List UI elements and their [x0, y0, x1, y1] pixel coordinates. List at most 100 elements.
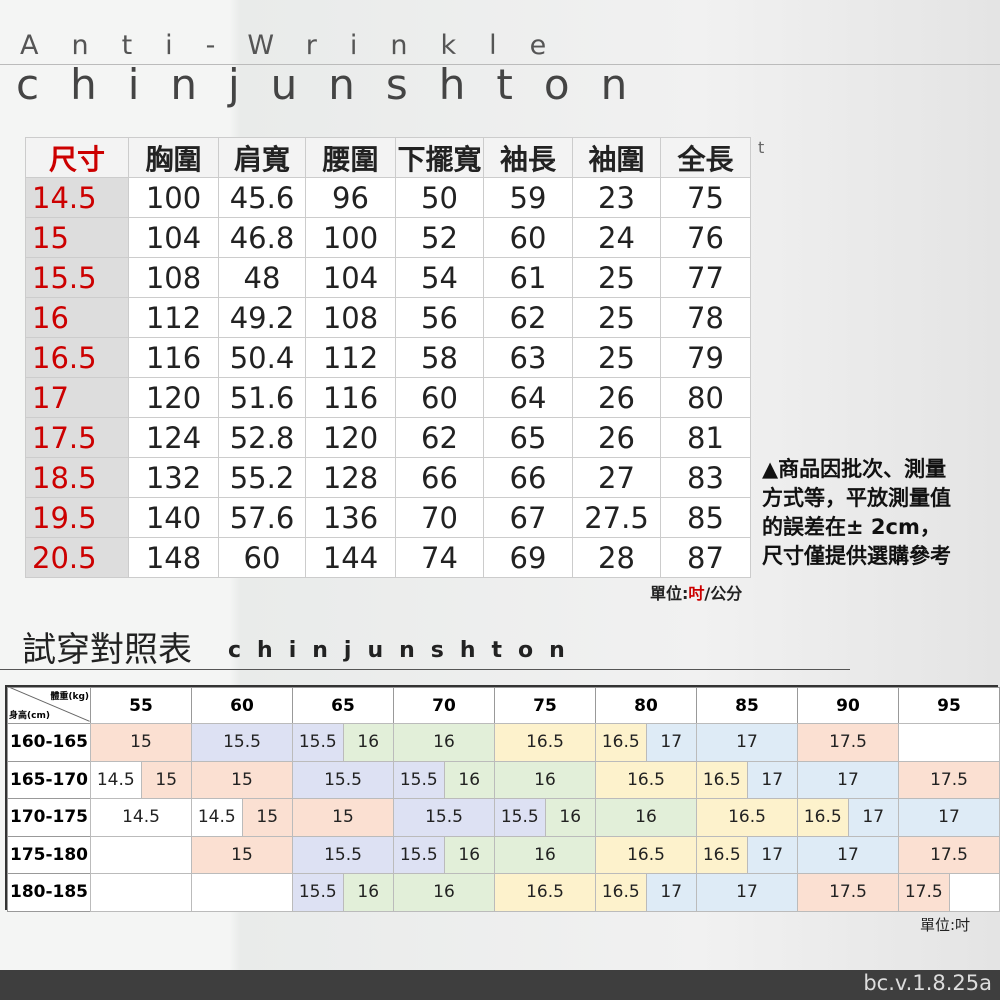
size-cell: 15: [191, 835, 293, 874]
height-cell: 170-175: [7, 798, 91, 837]
size-cell: 16.5: [494, 873, 596, 912]
measure-cell: 74: [395, 537, 484, 578]
measure-cell: 96: [305, 177, 396, 218]
size-cell: 16: [494, 760, 596, 799]
size-cell: [90, 873, 192, 912]
size-cell: 16.5: [696, 835, 748, 874]
measure-cell: 55.2: [218, 457, 306, 498]
measure-cell: 61: [483, 257, 573, 298]
size-cell: 15.5: [292, 873, 344, 912]
note-line: 方式等，平放測量值: [762, 486, 951, 510]
brand: chinjunshton: [16, 60, 659, 109]
size-cell: 17: [746, 760, 798, 799]
measure-cell: 104: [128, 217, 219, 258]
underline: [0, 669, 850, 670]
weight-header: 95: [898, 687, 1000, 724]
size-cell: 14.5: [90, 760, 142, 799]
size-cell: 18.5: [25, 457, 129, 498]
size-table: 尺寸 胸圍 肩寬 腰圍 下擺寬 袖長 袖圍 全長 14.5 100 45.6 96 50 59 23 75 15…: [25, 137, 751, 578]
measure-cell: 77: [660, 257, 751, 298]
footer-bar: [0, 970, 1000, 1000]
size-cell: [90, 835, 192, 874]
header-cell: 尺寸: [25, 137, 129, 178]
measure-cell: 26: [572, 417, 661, 458]
size-cell: 15.5: [25, 257, 129, 298]
size-cell: 15.5: [393, 798, 495, 837]
size-cell: 17: [25, 377, 129, 418]
measure-cell: 60: [395, 377, 484, 418]
measure-cell: 81: [660, 417, 751, 458]
size-cell: 16.5: [595, 873, 647, 912]
measure-cell: 76: [660, 217, 751, 258]
size-cell: 16.5: [595, 760, 697, 799]
size-cell: 15: [292, 798, 394, 837]
measure-cell: 144: [305, 537, 396, 578]
size-cell: 16: [342, 723, 394, 762]
size-cell: 17.5: [25, 417, 129, 458]
note-line: 的誤差在± 2cm，: [762, 515, 941, 539]
measure-cell: 87: [660, 537, 751, 578]
size-cell: 15.5: [292, 835, 394, 874]
note: ▲商品因批次、測量 方式等，平放測量值 的誤差在± 2cm， 尺寸僅提供選購參考: [762, 455, 951, 571]
size-cell: 17.5: [797, 723, 899, 762]
measure-cell: 27.5: [572, 497, 661, 538]
measure-cell: 50.4: [218, 337, 306, 378]
measure-cell: 50: [395, 177, 484, 218]
size-cell: 20.5: [25, 537, 129, 578]
measure-cell: 112: [128, 297, 219, 338]
size-cell: 15: [90, 723, 192, 762]
measure-cell: 140: [128, 497, 219, 538]
unit-highlight: 吋: [688, 584, 705, 603]
height-label: 身高(cm): [9, 710, 50, 721]
measure-cell: 48: [218, 257, 306, 298]
version: bc.v.1.8.25a: [863, 971, 992, 995]
measure-cell: 80: [660, 377, 751, 418]
measure-cell: 25: [572, 257, 661, 298]
size-cell: 17: [696, 873, 798, 912]
size-cell: [898, 723, 1000, 762]
header-cell: 全長: [660, 137, 751, 178]
size-cell: 16.5: [25, 337, 129, 378]
measure-cell: 120: [128, 377, 219, 418]
header-cell: 腰圍: [305, 137, 396, 178]
size-cell: 17.5: [898, 873, 950, 912]
measure-cell: 128: [305, 457, 396, 498]
size-cell: [191, 873, 293, 912]
size-cell: 17: [898, 798, 1000, 837]
weight-header: 80: [595, 687, 697, 724]
measure-cell: 46.8: [218, 217, 306, 258]
weight-label: 體重(kg): [50, 691, 89, 702]
weight-header: 65: [292, 687, 394, 724]
size-cell: 16.5: [797, 798, 849, 837]
size-cell: 15.5: [393, 760, 445, 799]
measure-cell: 45.6: [218, 177, 306, 218]
measure-cell: 100: [305, 217, 396, 258]
size-cell: 17: [847, 798, 899, 837]
size-cell: 17: [797, 835, 899, 874]
weight-header: 90: [797, 687, 899, 724]
measure-cell: 28: [572, 537, 661, 578]
measure-cell: 67: [483, 497, 573, 538]
measure-cell: 66: [483, 457, 573, 498]
measure-cell: 60: [218, 537, 306, 578]
size-cell: 16: [443, 760, 495, 799]
measure-cell: 124: [128, 417, 219, 458]
measure-cell: 51.6: [218, 377, 306, 418]
measure-cell: 57.6: [218, 497, 306, 538]
size-cell: 15.5: [494, 798, 546, 837]
size-cell: 16: [342, 873, 394, 912]
note-line: 尺寸僅提供選購參考: [762, 544, 951, 568]
size-cell: 16.5: [494, 723, 596, 762]
stray-mark: t: [758, 138, 765, 157]
size-cell: 16.5: [595, 723, 647, 762]
size-cell: 16.5: [595, 835, 697, 874]
measure-cell: 148: [128, 537, 219, 578]
fitting-table: 體重(kg) 身高(cm) 55 60 65 70 75 80 85 90 95 160-165 15 1…: [5, 685, 1000, 912]
size-cell: 14.5: [90, 798, 192, 837]
size-cell: 19.5: [25, 497, 129, 538]
size-cell: 16.5: [696, 760, 748, 799]
unit-prefix: 單位:: [650, 584, 689, 603]
subtitle: Anti-Wrinkle: [20, 30, 580, 61]
measure-cell: 49.2: [218, 297, 306, 338]
